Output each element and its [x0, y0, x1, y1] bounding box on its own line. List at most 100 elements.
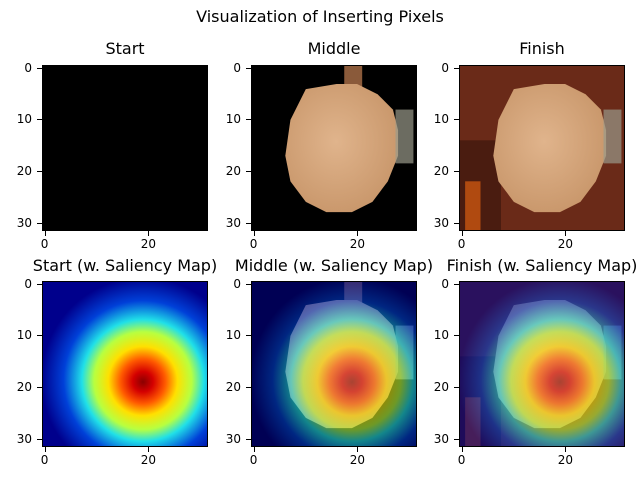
image-panel-6: [459, 281, 625, 447]
y-tick-label: 0: [233, 60, 241, 75]
panel-title-1: Start: [105, 39, 145, 58]
image-panel-4: [42, 281, 208, 447]
y-tick-label: 20: [225, 380, 241, 395]
y-tick-label: 20: [433, 380, 449, 395]
y-tick-label: 10: [16, 328, 32, 343]
y-tick-mark: [37, 119, 42, 120]
y-tick-label: 30: [225, 216, 241, 231]
y-tick-label: 20: [16, 164, 32, 179]
y-tick-mark: [246, 171, 251, 172]
y-tick-label: 0: [24, 276, 32, 291]
x-tick-label: 20: [140, 237, 156, 251]
figure-title: Visualization of Inserting Pixels: [196, 7, 444, 26]
y-tick-label: 20: [225, 164, 241, 179]
y-tick-mark: [37, 439, 42, 440]
image-canvas: [252, 282, 416, 446]
y-tick-label: 30: [16, 216, 32, 231]
x-tick-label: 20: [557, 237, 573, 251]
x-tick-label: 0: [40, 453, 49, 467]
x-tick-label: 20: [349, 453, 365, 467]
x-tick-label: 0: [249, 237, 258, 251]
image-panel-1: [42, 65, 208, 231]
y-tick-mark: [37, 171, 42, 172]
object-side-detail: [395, 109, 414, 164]
object-shape: [285, 83, 399, 213]
image-canvas: [43, 282, 207, 446]
y-tick-label: 10: [225, 328, 241, 343]
y-tick-mark: [454, 119, 459, 120]
y-tick-mark: [37, 387, 42, 388]
panel-title-2: Middle: [307, 39, 361, 58]
x-tick-mark: [565, 231, 566, 236]
y-tick-label: 10: [225, 112, 241, 127]
image-canvas: [252, 66, 416, 230]
finish-edge-region: [465, 181, 481, 230]
y-tick-mark: [454, 284, 459, 285]
panel-title-4: Start (w. Saliency Map): [32, 256, 218, 275]
y-tick-label: 0: [441, 276, 449, 291]
x-tick-mark: [565, 447, 566, 452]
image-canvas: [460, 282, 624, 446]
y-tick-mark: [454, 439, 459, 440]
y-tick-label: 0: [24, 60, 32, 75]
y-tick-mark: [37, 223, 42, 224]
y-tick-label: 10: [433, 112, 449, 127]
y-tick-label: 10: [433, 328, 449, 343]
image-panel-2: [251, 65, 417, 231]
y-tick-mark: [246, 439, 251, 440]
y-tick-label: 20: [433, 164, 449, 179]
x-tick-mark: [148, 447, 149, 452]
y-tick-mark: [454, 387, 459, 388]
y-tick-label: 30: [16, 432, 32, 447]
x-tick-mark: [254, 231, 255, 236]
y-tick-mark: [246, 119, 251, 120]
y-tick-mark: [454, 223, 459, 224]
y-tick-mark: [246, 68, 251, 69]
x-tick-label: 20: [349, 237, 365, 251]
x-tick-label: 0: [457, 453, 466, 467]
panel-title-3: Finish: [519, 39, 565, 58]
panel-title-6: Finish (w. Saliency Map): [446, 256, 638, 275]
y-tick-label: 30: [225, 432, 241, 447]
x-tick-mark: [462, 231, 463, 236]
x-tick-label: 20: [557, 453, 573, 467]
y-tick-mark: [37, 68, 42, 69]
y-tick-label: 30: [433, 432, 449, 447]
y-tick-mark: [454, 335, 459, 336]
x-tick-label: 0: [40, 237, 49, 251]
object-shape: [493, 83, 607, 213]
y-tick-mark: [454, 68, 459, 69]
y-tick-mark: [246, 387, 251, 388]
saliency-overlay: [252, 282, 416, 446]
image-panel-3: [459, 65, 625, 231]
y-tick-label: 10: [16, 112, 32, 127]
x-tick-label: 0: [249, 453, 258, 467]
y-tick-label: 0: [441, 60, 449, 75]
saliency-overlay: [43, 282, 207, 446]
y-tick-label: 20: [16, 380, 32, 395]
x-tick-label: 0: [457, 237, 466, 251]
y-tick-label: 0: [233, 276, 241, 291]
y-tick-label: 30: [433, 216, 449, 231]
image-background: [43, 66, 207, 230]
image-canvas: [43, 66, 207, 230]
x-tick-mark: [462, 447, 463, 452]
image-canvas: [460, 66, 624, 230]
x-tick-label: 20: [140, 453, 156, 467]
y-tick-mark: [246, 223, 251, 224]
object-side-detail: [603, 109, 622, 164]
x-tick-mark: [45, 447, 46, 452]
panel-title-5: Middle (w. Saliency Map): [234, 256, 434, 275]
x-tick-mark: [254, 447, 255, 452]
y-tick-mark: [454, 171, 459, 172]
y-tick-mark: [37, 335, 42, 336]
x-tick-mark: [45, 231, 46, 236]
x-tick-mark: [148, 231, 149, 236]
x-tick-mark: [357, 231, 358, 236]
y-tick-mark: [246, 335, 251, 336]
y-tick-mark: [246, 284, 251, 285]
saliency-overlay: [460, 282, 624, 446]
y-tick-mark: [37, 284, 42, 285]
image-panel-5: [251, 281, 417, 447]
x-tick-mark: [357, 447, 358, 452]
